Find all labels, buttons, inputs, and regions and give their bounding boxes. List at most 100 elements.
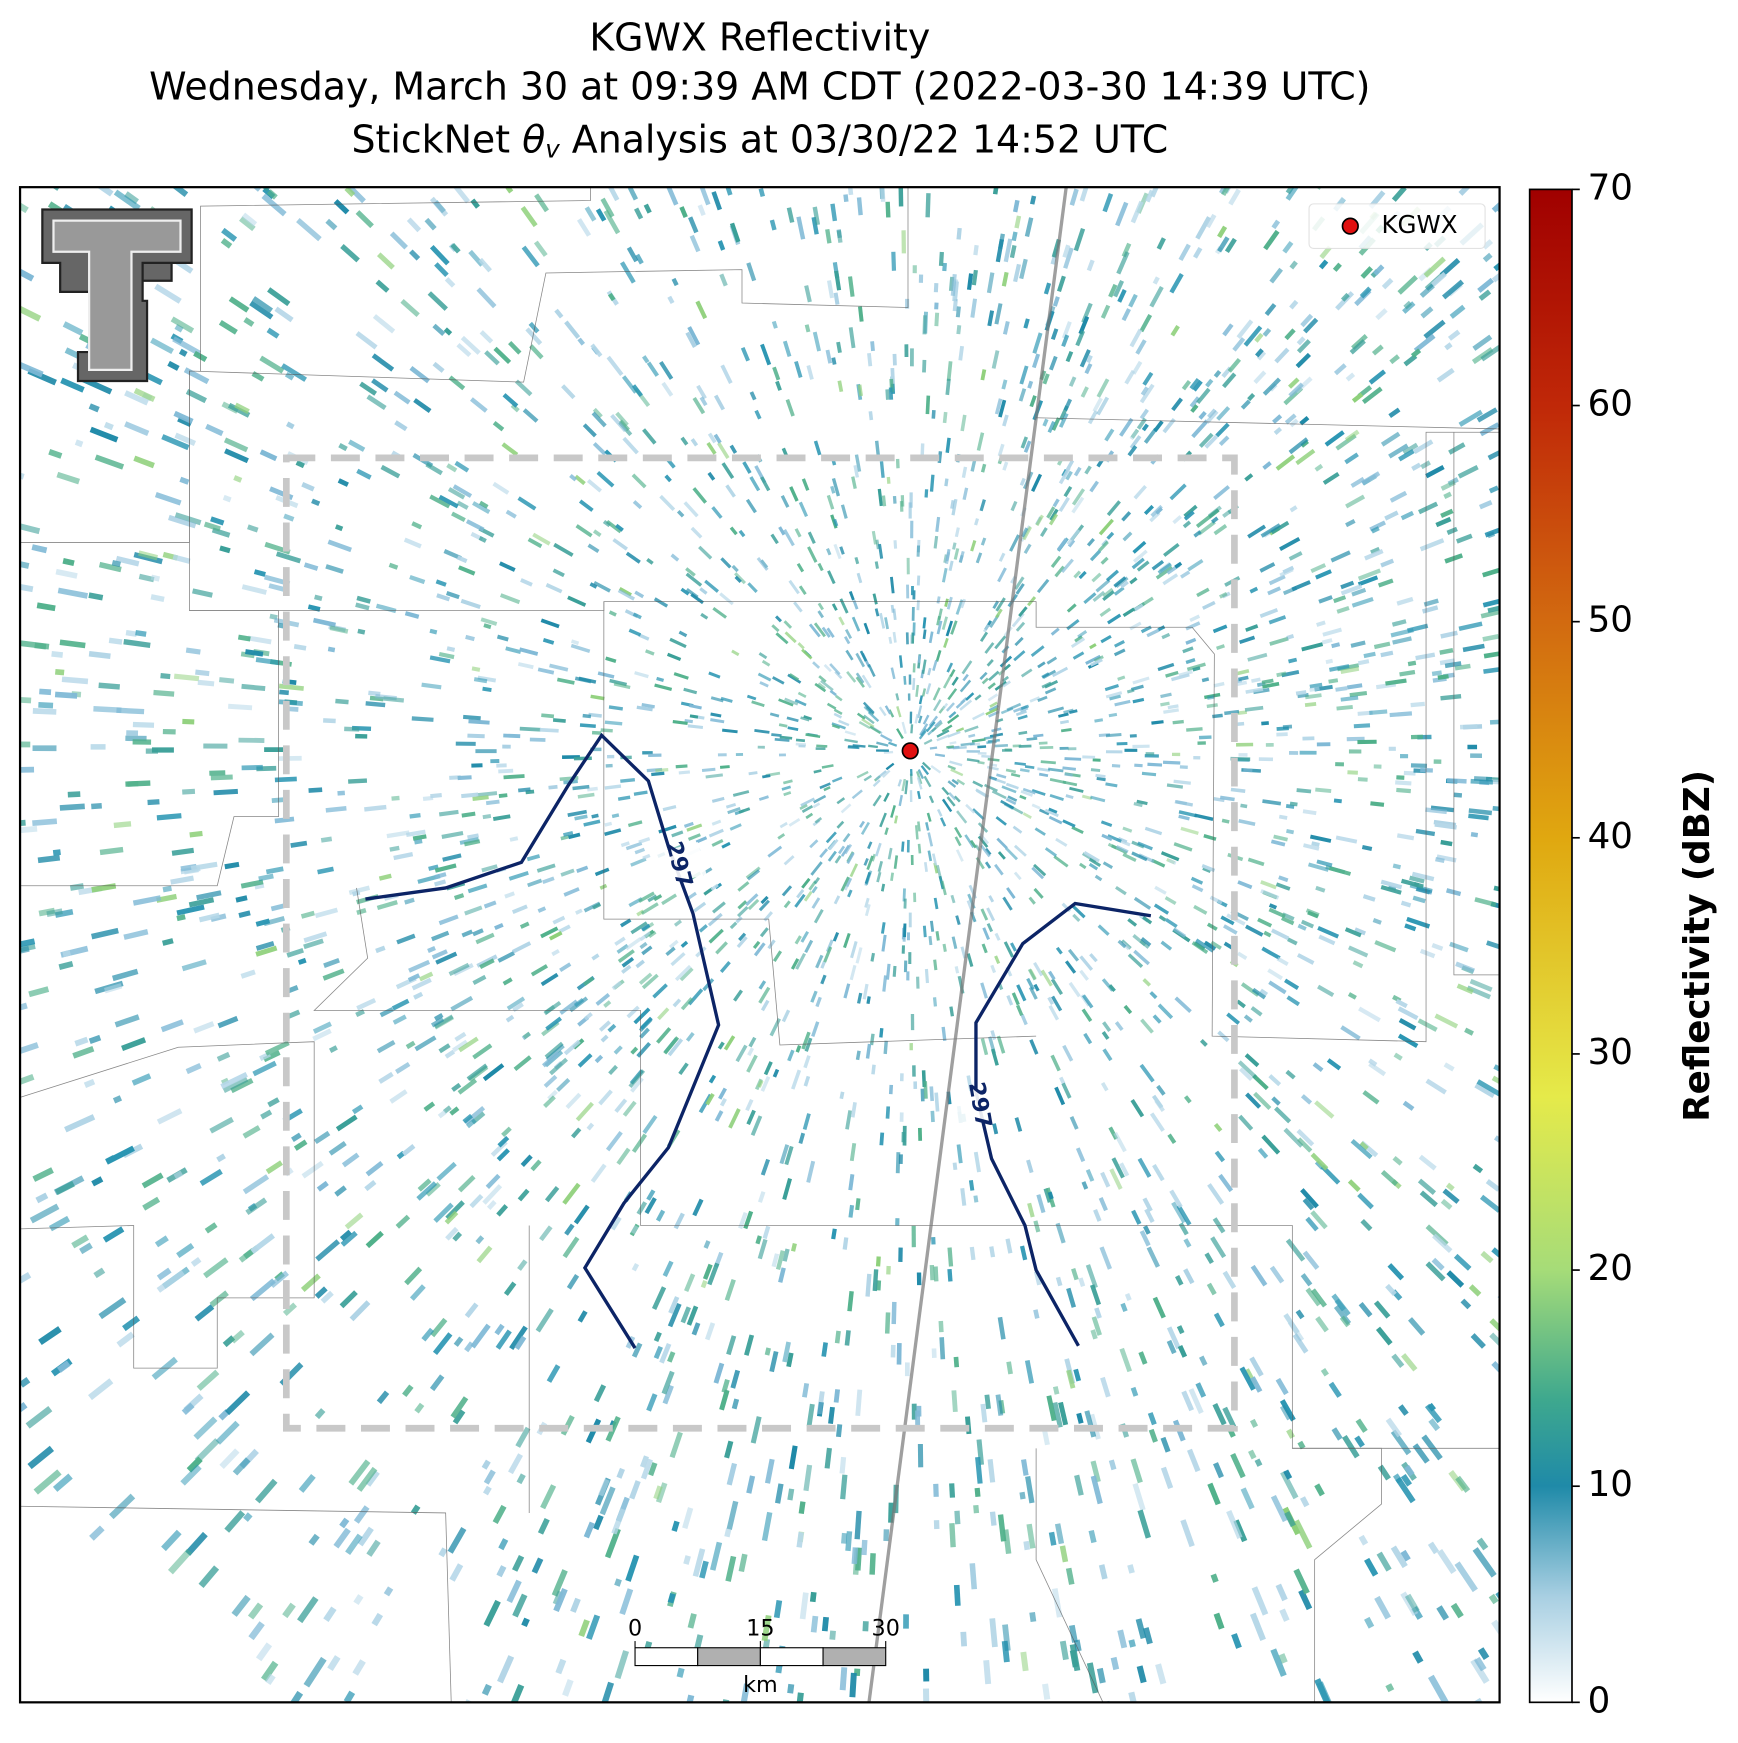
radar-gate: [949, 741, 957, 745]
radar-gate: [924, 968, 930, 984]
radar-gate: [262, 1050, 281, 1063]
radar-gate: [1033, 1309, 1040, 1319]
radar-gate: [682, 1694, 695, 1703]
radar-gate: [842, 833, 851, 843]
radar-gate: [604, 828, 622, 837]
radar-gate: [630, 1046, 639, 1055]
radar-gate: [589, 582, 598, 589]
radar-gate: [788, 579, 800, 595]
radar-gate: [1340, 1025, 1361, 1041]
radar-gate: [966, 953, 974, 967]
radar-gate: [1063, 708, 1074, 714]
radar-gate: [542, 638, 555, 645]
radar-gate: [1325, 658, 1334, 665]
radar-gate: [711, 819, 722, 826]
radar-gate: [376, 252, 395, 270]
radar-gate: [781, 885, 793, 897]
radar-gate: [1128, 293, 1138, 308]
radar-gate: [630, 1225, 639, 1235]
radar-gate: [1222, 1270, 1237, 1289]
radar-gate: [524, 175, 533, 184]
radar-gate: [483, 1469, 496, 1485]
radar-gate: [813, 877, 821, 885]
radar-gate: [1059, 1640, 1069, 1661]
radar-gate: [27, 1445, 55, 1470]
radar-gate: [1014, 215, 1022, 229]
radar-gate: [1415, 828, 1436, 837]
radar-gate: [953, 1356, 960, 1368]
radar-gate: [1324, 430, 1345, 447]
radar-gate: [492, 420, 505, 432]
radar-gate: [872, 779, 881, 788]
radar-gate: [265, 866, 284, 875]
radar-gate: [1428, 1418, 1441, 1432]
radar-gate: [825, 228, 832, 244]
radar-gate: [871, 853, 877, 862]
radar-gate: [960, 742, 975, 747]
radar-gate: [1107, 613, 1122, 625]
radar-gate: [884, 705, 892, 715]
radar-gate: [1314, 1483, 1325, 1497]
radar-gate: [922, 315, 928, 335]
radar-gate: [1254, 332, 1264, 343]
radar-gate: [1014, 1117, 1023, 1132]
radar-gate: [409, 1284, 426, 1301]
radar-gate: [1058, 712, 1069, 718]
radar-gate: [870, 341, 875, 352]
radar-gate: [142, 1196, 161, 1211]
radar-gate: [230, 1077, 254, 1094]
radar-gate: [263, 915, 285, 927]
radar-gate: [767, 939, 776, 950]
radar-gate: [634, 207, 644, 220]
radar-gate: [296, 217, 322, 242]
radar-gate: [754, 729, 770, 734]
radar-gate: [1440, 694, 1462, 701]
radar-gate: [1398, 1404, 1409, 1416]
radar-gate: [936, 734, 950, 742]
radar-gate: [1207, 408, 1217, 419]
radar-gate: [356, 595, 371, 604]
radar-gate: [686, 1305, 699, 1326]
radar-gate: [1483, 666, 1500, 674]
radar-gate: [1262, 461, 1272, 470]
radar-gate: [925, 193, 931, 218]
radar-gate: [1135, 1618, 1147, 1639]
radar-gate: [1096, 396, 1110, 416]
radar-gate: [1346, 683, 1363, 690]
radar-gate: [726, 1462, 738, 1486]
radar-gate: [1260, 880, 1277, 890]
radar-gate: [508, 870, 529, 881]
radar-gate: [904, 780, 909, 795]
radar-gate: [648, 1462, 658, 1477]
radar-gate: [275, 551, 302, 564]
radar-gate: [150, 574, 160, 582]
radar-gate: [626, 246, 639, 263]
radar-gate: [36, 602, 56, 612]
radar-gate: [918, 695, 924, 705]
radar-gate: [519, 726, 541, 732]
radar-gate: [1192, 380, 1203, 392]
radar-gate: [1096, 776, 1106, 782]
radar-gate: [1239, 635, 1256, 645]
radar-gate: [1162, 573, 1179, 586]
radar-gate: [625, 551, 641, 564]
radar-gate: [556, 677, 575, 685]
radar-gate: [467, 733, 485, 739]
radar-gate: [1196, 387, 1211, 405]
radar-gate: [784, 1145, 794, 1166]
radar-gate: [638, 633, 650, 641]
radar-gate: [1415, 886, 1431, 895]
radar-gate: [683, 821, 694, 828]
radar-gate: [928, 795, 935, 804]
radar-gate: [894, 815, 899, 824]
radar-gate: [583, 1012, 593, 1021]
radar-gate: [739, 1683, 751, 1703]
radar-gate: [555, 1658, 567, 1675]
radar-gate: [923, 1081, 928, 1099]
radar-gate: [478, 536, 487, 543]
radar-gate: [879, 612, 886, 629]
radar-gate: [731, 1398, 740, 1410]
radar-gate: [1443, 491, 1452, 499]
radar-gate: [461, 929, 473, 938]
radar-gate: [1285, 1238, 1306, 1262]
